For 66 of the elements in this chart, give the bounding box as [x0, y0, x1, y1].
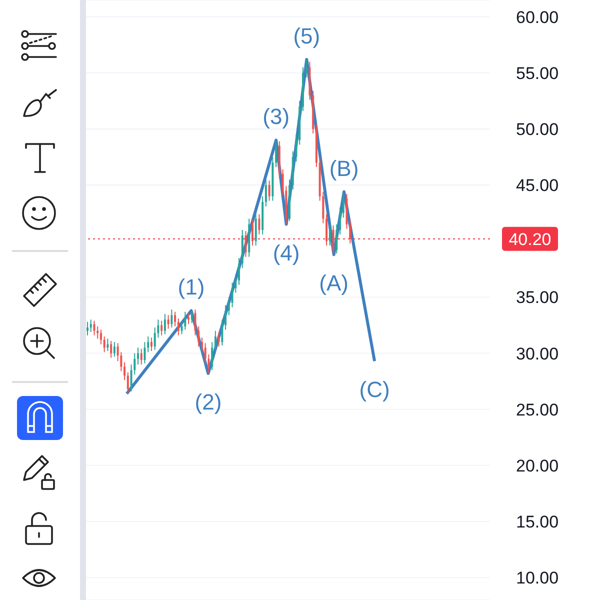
candlestick: [184, 311, 186, 330]
candlestick: [103, 336, 106, 353]
candlestick: [305, 58, 308, 78]
candlestick: [326, 214, 328, 246]
candlestick: [258, 214, 260, 235]
candlestick: [198, 326, 200, 348]
candlestick: [275, 140, 278, 168]
candlestick: [268, 180, 270, 202]
candlestick: [126, 372, 129, 394]
annotation: (B): [329, 156, 359, 181]
y-tick-label: 10.00: [516, 568, 559, 588]
annotation: (1): [178, 274, 205, 300]
candlestick: [174, 311, 176, 327]
candlestick: [194, 309, 196, 336]
candlestick: [90, 319, 92, 332]
candlestick: [140, 348, 142, 365]
y-tick-label: 50.00: [516, 120, 559, 140]
candlestick: [349, 219, 352, 244]
candlestick: [214, 330, 216, 353]
candlestick: [228, 296, 230, 316]
candlestick: [211, 342, 214, 371]
candlestick: [251, 219, 254, 246]
candlestick: [160, 320, 163, 336]
candlestick: [224, 304, 227, 330]
candlestick: [167, 314, 170, 330]
candlestick: [342, 191, 344, 218]
annotation: (5): [293, 23, 320, 48]
candlestick: [100, 329, 102, 345]
candlestick: [238, 257, 240, 286]
candlestick: [170, 309, 173, 328]
candlestick: [190, 310, 193, 324]
candlestick: [150, 337, 152, 352]
candlestick: [336, 224, 338, 254]
candlestick: [144, 342, 146, 364]
candlestick: [93, 320, 96, 336]
candlestick: [164, 314, 166, 335]
y-tick-label: 45.00: [516, 176, 559, 196]
y-tick-label: 25.00: [516, 400, 559, 420]
annotation: (3): [262, 104, 290, 130]
candlestick: [113, 342, 116, 358]
y-tick-label: 15.00: [516, 512, 559, 532]
candlestick: [86, 321, 89, 336]
candlestick: [264, 178, 267, 207]
candlestick: [328, 224, 331, 246]
candlestick: [254, 212, 257, 246]
candlestick: [110, 340, 112, 358]
candlestick: [124, 362, 126, 381]
candlestick: [221, 319, 224, 346]
candlestick: [200, 337, 203, 353]
ref-line-label: 40.20: [508, 230, 552, 249]
candlestick: [244, 230, 247, 258]
annotation: (A): [319, 270, 348, 296]
candlestick: [147, 336, 150, 353]
annotation: (2): [194, 389, 222, 414]
candlestick: [339, 206, 342, 235]
annotation: (4): [272, 240, 300, 266]
candlestick: [218, 331, 220, 348]
candlestick: [332, 224, 334, 256]
y-tick-label: 20.00: [516, 456, 559, 476]
candlestick: [177, 318, 180, 336]
y-tick-label: 30.00: [516, 344, 559, 364]
annotation: (C): [359, 377, 390, 402]
y-tick-label: 60.00: [516, 8, 559, 27]
candlestick: [137, 347, 140, 365]
y-tick-label: 35.00: [516, 288, 559, 308]
y-tick-label: 55.00: [516, 64, 559, 83]
